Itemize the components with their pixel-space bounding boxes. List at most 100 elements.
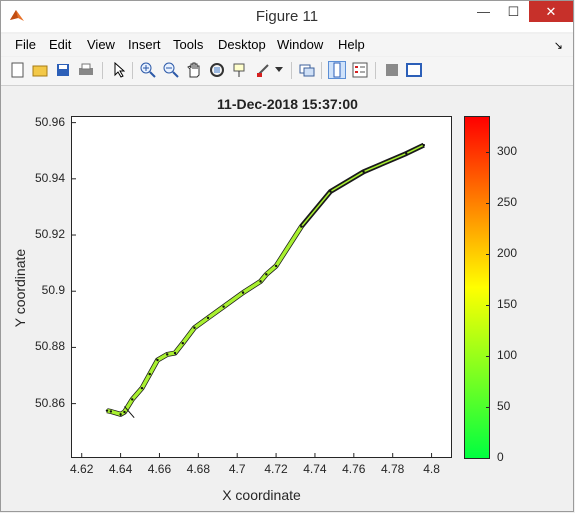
track-point	[329, 190, 332, 193]
colorbar-icon[interactable]	[328, 61, 346, 79]
track-point	[274, 264, 278, 268]
open-file-icon[interactable]	[31, 61, 49, 79]
track-point	[181, 341, 184, 345]
track-point	[123, 410, 126, 414]
title-bar: Figure 11 — ☐ ✕	[1, 1, 573, 32]
menu-insert[interactable]: Insert	[128, 37, 161, 52]
print-icon[interactable]	[77, 61, 95, 79]
toolbar-separator	[132, 62, 133, 79]
dropdown-arrow-icon[interactable]	[273, 61, 285, 79]
hide-plot-tools-icon[interactable]	[383, 61, 401, 79]
zoom-out-icon[interactable]	[162, 61, 180, 79]
track-point	[156, 358, 159, 362]
track-segment	[274, 225, 303, 267]
rotate-3d-icon[interactable]	[208, 61, 226, 79]
track-segment	[140, 373, 152, 390]
track-segment	[173, 342, 185, 355]
track-point	[148, 372, 151, 376]
track-point	[300, 225, 303, 228]
track-point	[140, 386, 144, 390]
track-segment	[156, 352, 169, 362]
track-point	[173, 351, 177, 355]
colorbar-tick-label: 300	[497, 143, 518, 158]
matlab-icon	[10, 10, 24, 21]
maximize-icon[interactable]: ☐	[507, 3, 520, 19]
track-segment	[166, 351, 176, 357]
colorbar-tick-mark	[486, 406, 490, 408]
link-plot-icon[interactable]	[298, 61, 316, 79]
track-segment	[122, 398, 134, 413]
colorbar-tick-mark	[486, 355, 490, 357]
close-icon[interactable]: ✕	[529, 1, 573, 22]
y-tick-label: 50.92	[34, 227, 65, 242]
show-plot-tools-icon[interactable]	[405, 61, 423, 79]
x-tick-label: 4.78	[381, 462, 405, 476]
colorbar-tick-mark	[486, 151, 490, 153]
menu-desktop[interactable]: Desktop	[218, 37, 266, 52]
brush-icon[interactable]	[254, 61, 272, 79]
track-point	[362, 170, 365, 173]
track-point	[265, 273, 268, 276]
track-point	[206, 316, 210, 320]
save-icon[interactable]	[54, 61, 72, 79]
track-point	[222, 305, 225, 308]
track-point	[119, 413, 122, 416]
x-tick-label: 4.74	[303, 462, 327, 476]
menu-file[interactable]: File	[15, 37, 36, 52]
x-tick-label: 4.8	[423, 462, 440, 476]
colorbar-tick-label: 200	[497, 245, 518, 260]
plot-canvas	[72, 122, 433, 457]
y-tick-label: 50.86	[34, 395, 65, 410]
track-segment	[330, 171, 364, 193]
track-segment	[300, 190, 332, 228]
track-point	[131, 398, 134, 401]
x-tick-label: 4.72	[264, 462, 288, 476]
track-point	[105, 409, 109, 412]
x-tick-label: 4.66	[147, 462, 172, 476]
x-tick-label: 4.64	[108, 462, 133, 476]
colorbar-tick-label: 0	[497, 450, 504, 464]
track-point	[405, 152, 408, 155]
track-segment	[265, 264, 278, 276]
track-segment	[242, 279, 262, 295]
track-segment	[363, 152, 407, 173]
track-segment	[110, 409, 122, 416]
data-cursor-icon[interactable]	[231, 61, 249, 79]
track-point	[193, 326, 196, 329]
track-segment	[207, 305, 225, 320]
window-title: Figure 11	[255, 8, 319, 25]
track-point	[109, 410, 113, 413]
colorbar-tick-label: 250	[497, 194, 518, 209]
y-tick-label: 50.96	[34, 114, 65, 129]
toolbar-separator	[321, 62, 322, 79]
track-point	[422, 143, 425, 147]
colorbar-tick-mark	[486, 458, 490, 459]
y-axis-label: Y coordinate	[12, 248, 28, 328]
y-tick-label: 50.88	[34, 339, 65, 354]
track-tail	[124, 406, 135, 418]
zoom-in-icon[interactable]	[139, 61, 157, 79]
colorbar[interactable]	[464, 116, 490, 459]
track-point	[166, 353, 169, 356]
menu-view[interactable]: View	[87, 37, 115, 52]
pan-icon[interactable]	[185, 61, 203, 79]
legend-icon[interactable]	[351, 61, 369, 79]
menu-help[interactable]: Help	[338, 37, 365, 52]
toolbar	[1, 57, 573, 86]
pointer-icon[interactable]	[110, 61, 128, 79]
plot-axes[interactable]	[71, 116, 452, 458]
colorbar-tick-mark	[486, 202, 490, 204]
track-point	[259, 280, 262, 283]
minimize-icon[interactable]: —	[477, 4, 490, 19]
new-figure-icon[interactable]	[9, 61, 27, 79]
colorbar-tick-label: 150	[497, 296, 518, 311]
colorbar-tick-mark	[486, 304, 490, 306]
track-outline	[106, 142, 425, 417]
menu-edit[interactable]: Edit	[49, 37, 72, 52]
track-segment	[259, 273, 268, 283]
menu-window[interactable]: Window	[277, 37, 324, 52]
colorbar-tick-label: 50	[497, 398, 511, 413]
menu-tools[interactable]: Tools	[173, 37, 204, 52]
menu-overflow-icon[interactable]: ↘	[553, 40, 563, 52]
track-segment	[181, 326, 196, 345]
